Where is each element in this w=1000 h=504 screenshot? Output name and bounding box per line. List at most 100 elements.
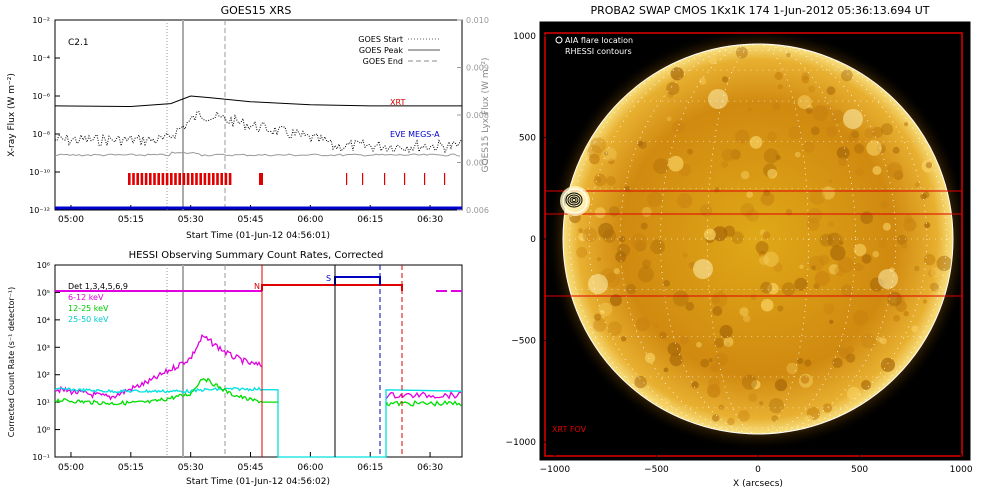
swap-y-tick-label: −1000 [506,438,537,448]
solar-feature [687,148,693,155]
xrt-coverage-bars [128,173,446,185]
solar-feature [670,67,684,81]
solar-feature [619,236,626,243]
hessi-12-25-trace [54,377,462,407]
hessi-y-tick-label: 10¹ [37,398,50,407]
solar-feature [826,86,836,96]
goes-y2-tick-label: 0.006 [466,206,489,215]
swap-legend-aia: AIA flare location [565,36,633,45]
solar-feature [589,153,600,165]
solar-feature [603,147,617,162]
solar-feature [786,362,798,375]
goes-y-tick-label: 10⁻⁶ [32,92,50,101]
solar-feature [819,233,833,247]
solar-feature [578,233,587,242]
xrt-bar [165,173,169,185]
hessi-25-50-trace [54,386,463,458]
solar-feature [806,217,820,231]
solar-feature [640,222,648,230]
solar-feature [634,375,647,389]
solar-feature [930,267,941,278]
solar-feature [852,309,869,326]
solar-feature [887,291,902,307]
solar-feature [914,265,920,272]
solar-feature [606,176,616,186]
active-region [878,269,898,289]
solar-feature [598,302,613,317]
solar-feature [641,207,652,217]
hessi-y-tick-label: 10² [37,371,50,380]
solar-feature [696,341,702,348]
solar-feature [747,107,752,112]
solar-feature [749,136,763,149]
hessi-frame [54,264,463,458]
aia-legend-icon [555,36,563,44]
goes-legend-start: GOES Start [358,35,403,44]
solar-feature [738,410,750,422]
solar-feature [748,393,758,403]
xrt-bar [220,173,223,185]
xrt-bar [149,173,152,185]
solar-feature [593,173,607,187]
xrt-bar [174,173,177,185]
solar-feature [653,158,669,175]
goes-y2-tick-label: 0.010 [466,16,489,25]
solar-feature [704,228,716,241]
solar-feature [786,52,791,58]
solar-feature [880,337,887,345]
solar-feature [806,107,813,114]
solar-feature [634,240,646,252]
solar-feature [828,221,835,228]
solar-feature [799,264,804,269]
swap-x-tick-label: 0 [755,465,761,475]
solar-feature [892,146,900,154]
solar-feature [719,324,733,339]
solar-feature [677,193,693,209]
xrt-bar [191,173,194,185]
solar-feature [914,182,920,188]
solar-feature [750,294,757,301]
hessi-flag-n: N [254,282,260,291]
solar-feature [759,255,770,266]
solar-feature [794,277,808,291]
solar-feature [609,294,622,307]
solar-feature [855,167,865,177]
solar-feature [853,243,867,257]
solar-feature [736,46,748,59]
solar-feature [685,301,695,311]
heliographic-grid [563,43,953,435]
solar-feature [859,264,865,271]
solar-feature [682,252,688,258]
solar-feature [582,227,598,243]
solar-feature [718,404,724,410]
solar-feature [845,345,854,355]
solar-feature [809,189,826,205]
hessi-y-tick-label: 10³ [37,343,50,352]
solar-feature [833,234,844,245]
solar-feature [746,191,753,199]
hessi-x-ticks: 05:00 05:15 05:30 05:45 06:00 06:15 06:30 [58,452,443,473]
xrt-bar [136,173,139,185]
solar-feature [642,259,651,269]
solar-feature [774,378,788,392]
xrt-bar [346,173,348,185]
swap-legend-rhessi: RHESSI contours [565,47,632,56]
solar-feature [739,307,749,317]
solar-feature [666,81,680,96]
hessi-legend-25-50: 25-50 keV [68,315,109,324]
solar-feature [608,158,615,165]
hessi-x-tick-label: 06:15 [357,463,383,473]
solar-feature [830,109,845,124]
solar-feature [608,206,620,217]
solar-feature [740,170,750,180]
swap-panel: PROBA2 SWAP CMOS 1Kx1K 174 1-Jun-2012 05… [506,4,973,489]
solar-feature [712,226,728,242]
solar-feature [630,233,647,250]
solar-feature [822,403,833,413]
solar-feature [755,241,769,255]
solar-feature [851,130,859,139]
solar-feature [731,231,744,244]
solar-feature [637,266,654,283]
xrt-bar [216,173,219,185]
goes-legend-end: GOES End [363,57,403,66]
